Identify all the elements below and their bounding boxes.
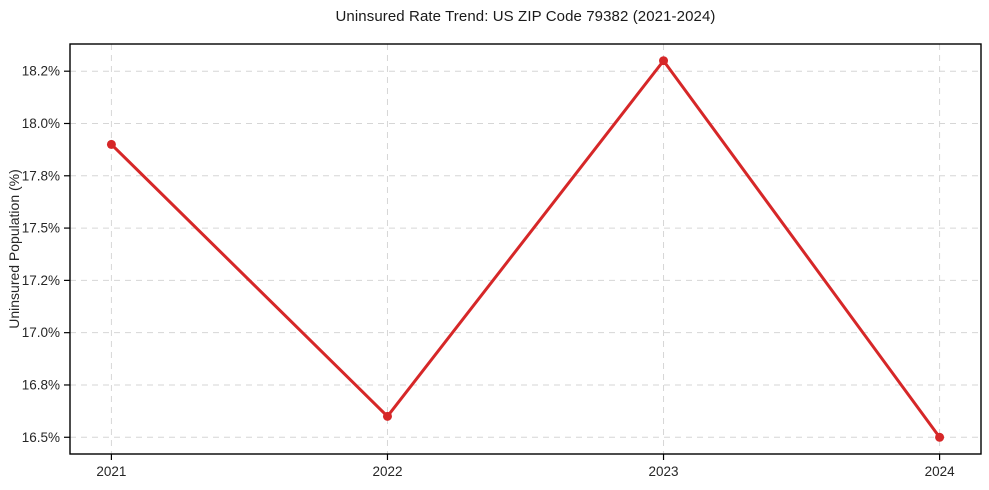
y-tick-label: 17.8%	[22, 168, 60, 183]
y-tick-label: 17.2%	[22, 273, 60, 288]
y-tick-label: 17.0%	[22, 325, 60, 340]
y-tick-label: 16.5%	[22, 430, 60, 445]
y-tick-label: 17.5%	[22, 221, 60, 236]
x-tick-label: 2024	[925, 464, 956, 479]
y-tick-label: 16.8%	[22, 377, 60, 392]
x-tick-label: 2021	[96, 464, 126, 479]
data-point-marker	[935, 432, 945, 442]
y-tick-label: 18.0%	[22, 116, 60, 131]
chart-title: Uninsured Rate Trend: US ZIP Code 79382 …	[335, 8, 716, 25]
plot-border	[69, 43, 982, 455]
y-axis-label: Uninsured Population (%)	[6, 169, 22, 329]
data-point-marker	[382, 411, 392, 421]
x-tick-label: 2022	[372, 464, 402, 479]
trend-line	[109, 59, 942, 439]
data-point-marker	[659, 56, 669, 66]
y-tick-label: 18.2%	[22, 64, 60, 79]
x-tick-label: 2023	[649, 464, 679, 479]
data-point-marker	[106, 139, 116, 149]
